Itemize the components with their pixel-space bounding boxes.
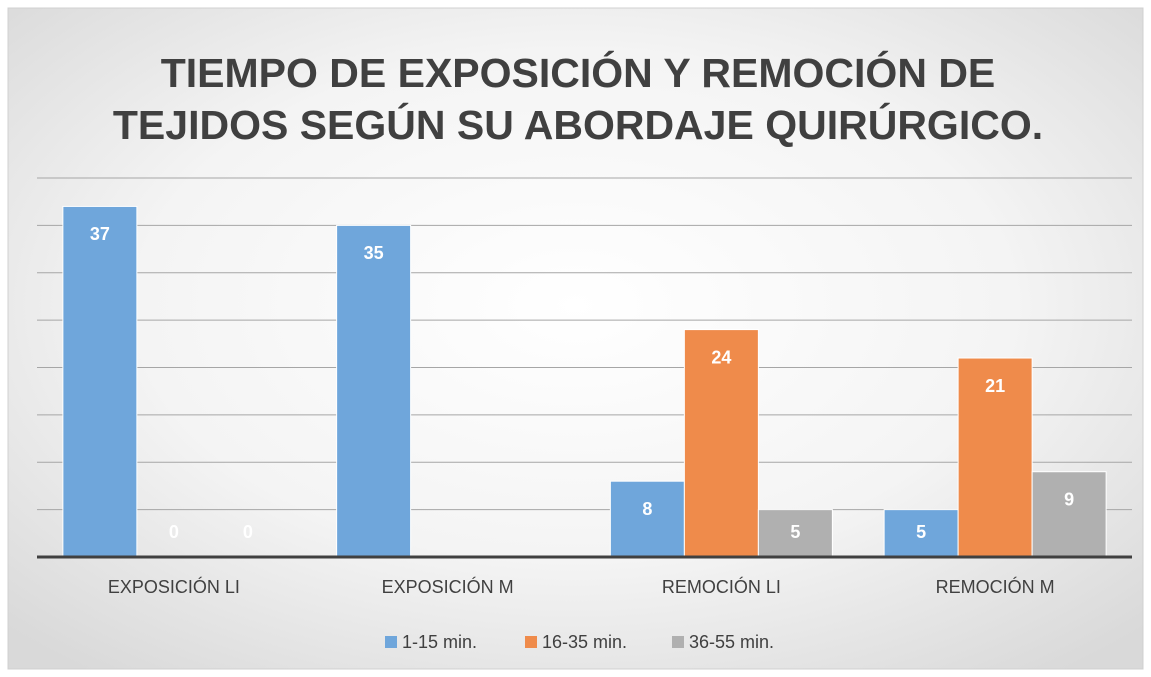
data-label: 5 bbox=[916, 522, 926, 542]
data-label: 24 bbox=[711, 347, 731, 367]
data-label: 0 bbox=[169, 522, 179, 542]
data-label: 21 bbox=[985, 376, 1005, 396]
chart-background bbox=[7, 7, 1144, 670]
legend-label: 16-35 min. bbox=[542, 632, 627, 652]
legend-swatch bbox=[385, 636, 397, 648]
x-tick-label: EXPOSICIÓN M bbox=[382, 576, 514, 597]
data-label: 0 bbox=[243, 522, 253, 542]
data-label: 37 bbox=[90, 224, 110, 244]
legend-swatch bbox=[525, 636, 537, 648]
data-label: 8 bbox=[642, 499, 652, 519]
data-label: 5 bbox=[790, 522, 800, 542]
data-label: 9 bbox=[1064, 489, 1074, 509]
chart-title: TEJIDOS SEGÚN SU ABORDAJE QUIRÚRGICO. bbox=[113, 102, 1043, 148]
legend-swatch bbox=[672, 636, 684, 648]
legend-label: 36-55 min. bbox=[689, 632, 774, 652]
legend-label: 1-15 min. bbox=[402, 632, 477, 652]
chart-title: TIEMPO DE EXPOSICIÓN Y REMOCIÓN DE bbox=[161, 50, 996, 96]
bar bbox=[609, 480, 685, 558]
bar bbox=[1031, 471, 1107, 558]
bar bbox=[336, 224, 412, 558]
data-label: 35 bbox=[364, 243, 384, 263]
bar bbox=[62, 205, 138, 558]
x-tick-label: REMOCIÓN M bbox=[936, 576, 1055, 597]
x-tick-label: REMOCIÓN LI bbox=[662, 576, 781, 597]
x-tick-label: EXPOSICIÓN LI bbox=[108, 576, 240, 597]
